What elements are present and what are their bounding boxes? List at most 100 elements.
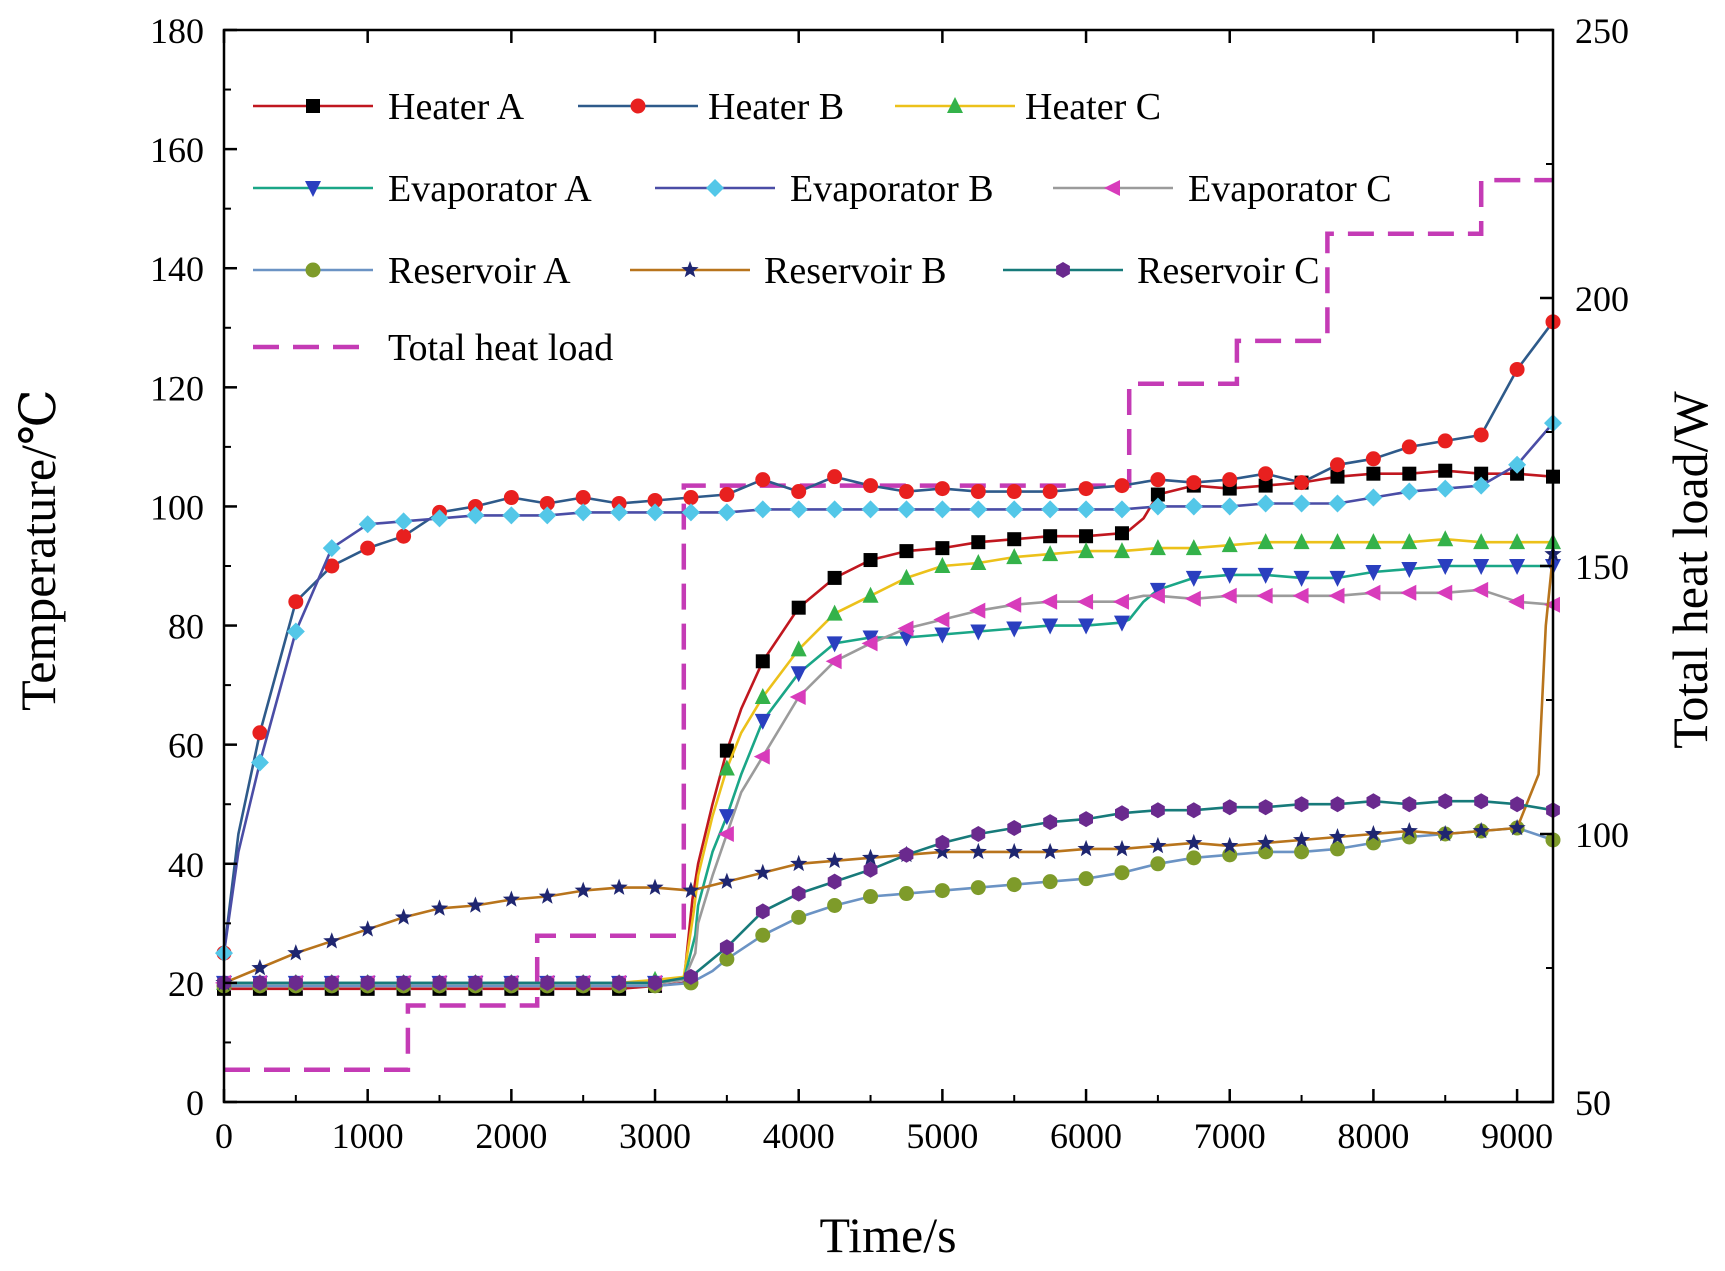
data-point-heater-b (1365, 451, 1381, 467)
data-point-evaporator-c (1148, 587, 1165, 604)
legend-label: Evaporator C (1188, 168, 1392, 210)
series-layer (215, 177, 1562, 1073)
legend-item-heater-c: Heater C (895, 86, 1161, 128)
data-point-evaporator-b (1292, 494, 1311, 513)
data-point-reservoir-c (432, 974, 447, 991)
data-point-heater-b (288, 594, 304, 610)
data-point-evaporator-c (897, 620, 914, 637)
data-point-heater-b (503, 490, 519, 506)
data-point-reservoir-b (287, 944, 305, 961)
data-point-heater-c (754, 688, 771, 705)
data-point-evaporator-c (969, 602, 986, 619)
data-point-heater-b (575, 490, 591, 506)
data-point-reservoir-b (1472, 822, 1490, 839)
data-point-reservoir-b (933, 842, 951, 860)
data-point-heater-a (1079, 529, 1094, 544)
data-point-reservoir-a (1329, 841, 1345, 857)
data-point-reservoir-b (1400, 822, 1418, 839)
data-point-evaporator-b (394, 512, 413, 531)
data-point-reservoir-c (755, 903, 770, 920)
data-point-reservoir-c (684, 968, 698, 985)
data-point-reservoir-c (1510, 796, 1524, 813)
data-point-heater-a (719, 743, 734, 758)
x-tick-label: 1000 (332, 1116, 404, 1156)
data-point-reservoir-c (576, 974, 591, 991)
data-point-reservoir-a (1078, 871, 1094, 887)
data-point-evaporator-b (1508, 455, 1527, 474)
data-point-reservoir-c (719, 939, 734, 956)
data-point-reservoir-b (1185, 833, 1203, 851)
data-point-reservoir-c (1186, 802, 1201, 819)
data-point-heater-c (862, 586, 879, 603)
data-point-evaporator-b (538, 506, 557, 525)
data-point-heater-b (755, 472, 771, 488)
legend-marker (1104, 180, 1120, 196)
legend-label: Heater B (708, 86, 844, 128)
data-point-heater-c (1185, 539, 1202, 556)
data-point-evaporator-b (1472, 476, 1491, 495)
y2-tick-label: 100 (1575, 815, 1629, 855)
data-point-evaporator-b (717, 503, 736, 522)
data-point-reservoir-b (538, 887, 556, 904)
data-point-evaporator-b (322, 539, 341, 558)
data-point-reservoir-b (574, 881, 592, 898)
legend-item-heater-a: Heater A (253, 86, 525, 128)
series-line-reservoir-b (223, 553, 1555, 985)
data-point-reservoir-a (934, 883, 950, 899)
data-point-evaporator-c (717, 826, 734, 842)
data-point-reservoir-b (1149, 836, 1167, 854)
data-point-heater-c (1365, 533, 1382, 550)
data-point-evaporator-a (862, 630, 879, 647)
data-point-reservoir-c (827, 873, 842, 890)
data-point-evaporator-a (1365, 564, 1382, 581)
data-point-reservoir-c (1366, 793, 1381, 810)
data-point-reservoir-a (863, 889, 879, 905)
data-point-reservoir-c (253, 974, 267, 991)
data-point-evaporator-a (1401, 561, 1418, 578)
data-point-heater-b (1294, 475, 1310, 491)
data-point-reservoir-c (1043, 814, 1058, 831)
data-point-reservoir-b (1113, 839, 1131, 857)
data-point-evaporator-c (1041, 593, 1058, 610)
data-point-reservoir-b (790, 854, 808, 872)
data-point-evaporator-a (1509, 559, 1526, 575)
legend-item-reservoir-c: Reservoir C (1003, 250, 1320, 292)
y2-axis-title: Total heat load/W (1662, 390, 1718, 748)
data-point-reservoir-b (718, 872, 736, 889)
y-tick-label: 20 (168, 964, 204, 1004)
data-point-evaporator-c (1256, 587, 1273, 604)
data-point-reservoir-c (288, 974, 303, 991)
data-point-heater-c (790, 640, 807, 657)
data-point-heater-b (791, 484, 807, 500)
legend-item-evaporator-b: Evaporator B (655, 168, 994, 210)
data-point-evaporator-b (358, 515, 377, 534)
data-point-heater-b (360, 540, 376, 556)
data-point-reservoir-a (791, 909, 807, 925)
series-evaporator-a (216, 559, 1561, 992)
series-evaporator-c (215, 581, 1560, 991)
data-point-evaporator-c (1077, 593, 1094, 610)
data-point-evaporator-a (1473, 559, 1490, 575)
data-point-reservoir-a (1042, 874, 1058, 890)
legend-item-reservoir-a: Reservoir A (253, 250, 571, 292)
data-point-evaporator-b (430, 509, 449, 528)
data-point-evaporator-a (1437, 559, 1454, 575)
data-point-evaporator-a (970, 624, 987, 641)
data-point-heater-c (1149, 539, 1166, 556)
data-point-heater-a (1150, 487, 1165, 502)
data-point-heater-c (826, 604, 843, 621)
data-point-heater-b (396, 528, 412, 544)
data-point-reservoir-b (682, 881, 700, 898)
x-axis-title: Time/s (819, 1207, 956, 1263)
data-point-evaporator-b (1364, 488, 1383, 507)
data-point-reservoir-b (1041, 842, 1059, 860)
data-point-heater-a (1330, 469, 1345, 484)
data-point-reservoir-b (431, 899, 449, 916)
data-point-evaporator-b (1005, 500, 1024, 519)
data-point-evaporator-b (825, 500, 844, 519)
data-point-heater-a (791, 600, 806, 615)
data-point-reservoir-b (862, 848, 880, 866)
data-point-reservoir-c (504, 974, 519, 991)
data-point-evaporator-a (1329, 570, 1346, 587)
